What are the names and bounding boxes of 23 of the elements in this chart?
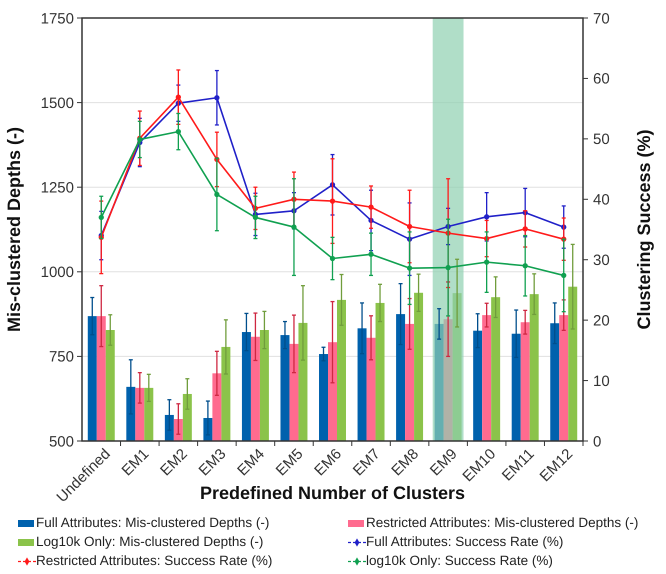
y-tick-label: 1250 bbox=[40, 179, 74, 196]
legend-label: Full Attributes: Mis-clustered Depths (-) bbox=[36, 515, 270, 530]
y-tick-label: 500 bbox=[48, 433, 74, 450]
y-tick-label: 1750 bbox=[40, 10, 74, 28]
legend-label: Full Attributes: Success Rate (%) bbox=[366, 534, 564, 550]
y-tick-label: 1500 bbox=[40, 94, 74, 112]
y2-tick-label: 0 bbox=[593, 433, 602, 450]
y-axis-title: Mis-clustered Depths (-) bbox=[4, 126, 24, 332]
y2-tick-label: 30 bbox=[593, 252, 610, 269]
y2-tick-label: 50 bbox=[593, 131, 610, 148]
y-tick-label: 1000 bbox=[40, 264, 74, 282]
legend-label: Restricted Attributes: Success Rate (%) bbox=[36, 553, 272, 568]
y2-tick-label: 10 bbox=[593, 372, 610, 390]
y2-tick-label: 60 bbox=[593, 70, 610, 88]
y-tick-label: 750 bbox=[48, 348, 74, 366]
legend-label: Restricted Attributes: Mis-clustered Depths (-) bbox=[366, 515, 638, 530]
y2-tick-label: 70 bbox=[593, 10, 610, 28]
y2-tick-label: 20 bbox=[593, 312, 610, 330]
legend-label: Log10k Only: Mis-clustered Depths (-) bbox=[36, 534, 264, 550]
y2-tick-label: 40 bbox=[593, 192, 610, 209]
legend-label: log10k Only: Success Rate (%) bbox=[366, 553, 553, 568]
x-axis-title: Predefined Number of Clusters bbox=[200, 483, 466, 503]
y2-axis-title: Clustering Success (%) bbox=[634, 129, 654, 330]
